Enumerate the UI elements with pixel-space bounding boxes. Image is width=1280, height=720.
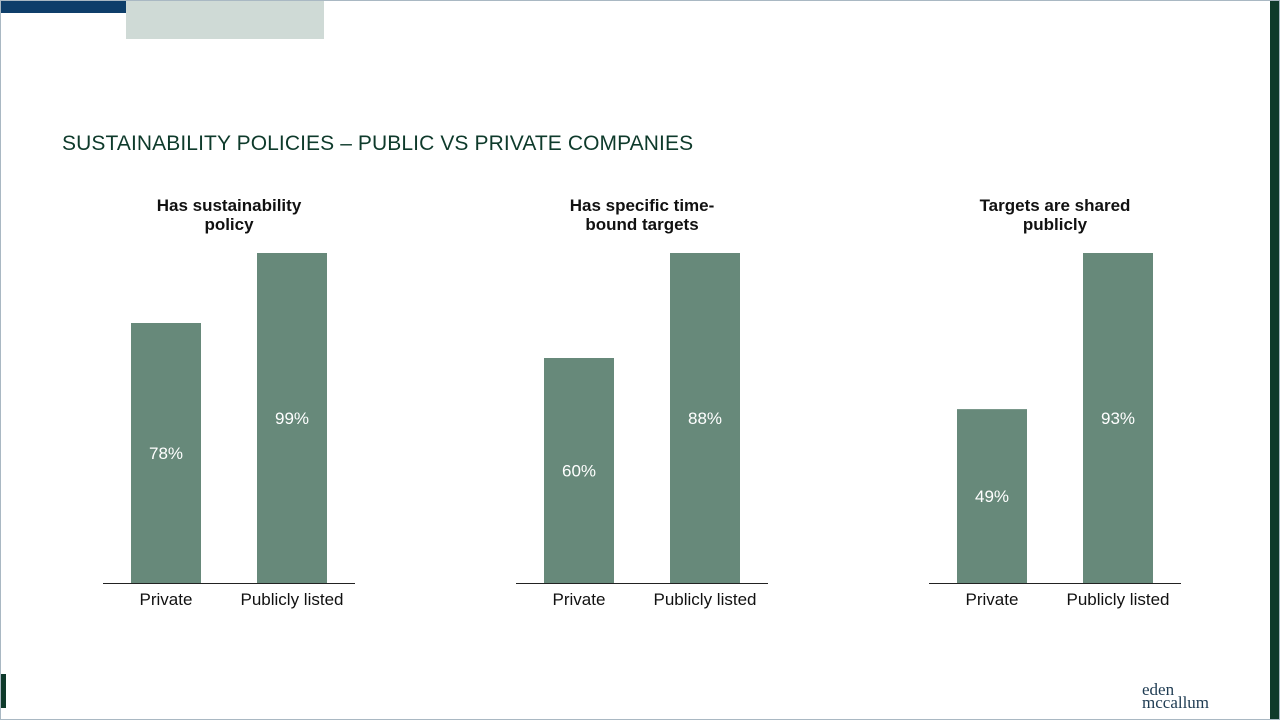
company-logo: eden mccallum [1142, 680, 1232, 712]
data-label: 78% [149, 444, 183, 463]
chart-title: bound targets [585, 215, 698, 234]
logo-line-1: eden [1142, 680, 1175, 699]
data-label: 60% [562, 462, 596, 481]
chart-title: Has specific time- [570, 196, 715, 215]
bar [544, 358, 614, 583]
category-label: Private [553, 590, 606, 609]
bar [257, 253, 327, 583]
data-label: 49% [975, 487, 1009, 506]
chart-title: Targets are shared [980, 196, 1131, 215]
chart-title: publicly [1023, 215, 1088, 234]
slide-title: SUSTAINABILITY POLICIES – PUBLIC VS PRIV… [62, 132, 694, 155]
right-edge-stripe [1270, 0, 1280, 720]
category-label: Publicly listed [241, 590, 344, 609]
data-label: 93% [1101, 409, 1135, 428]
chart-title: Has sustainability [157, 196, 302, 215]
logo-line-2: mccallum [1142, 693, 1210, 712]
category-label: Private [966, 590, 1019, 609]
bar [131, 323, 201, 583]
category-label: Publicly listed [654, 590, 757, 609]
category-label: Private [140, 590, 193, 609]
bar [1083, 253, 1153, 583]
left-edge-mark [1, 674, 6, 708]
bar [957, 409, 1027, 583]
data-label: 99% [275, 409, 309, 428]
category-label: Publicly listed [1067, 590, 1170, 609]
chart-2: Has specific time-bound targets 60% Privat… [516, 196, 768, 609]
data-label: 88% [688, 409, 722, 428]
bar [670, 253, 740, 583]
top-accent-bar-light [126, 1, 324, 39]
chart-title: policy [204, 215, 254, 234]
